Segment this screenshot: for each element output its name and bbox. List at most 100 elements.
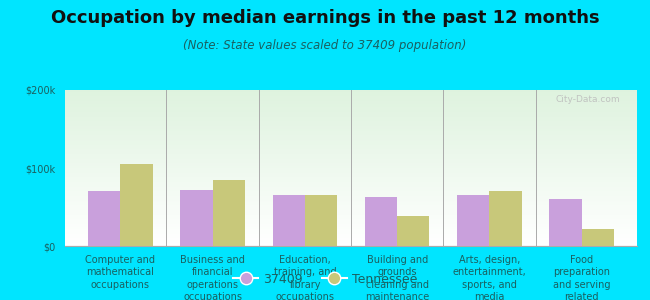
Bar: [65, 171, 637, 173]
Bar: [65, 154, 637, 155]
Bar: [65, 230, 637, 232]
Bar: [65, 226, 637, 227]
Bar: [65, 233, 637, 235]
Bar: [65, 138, 637, 140]
Bar: [65, 95, 637, 96]
Bar: [457, 195, 489, 246]
Bar: [65, 198, 637, 199]
Bar: [65, 176, 637, 177]
Bar: [65, 206, 637, 207]
Bar: [65, 201, 637, 202]
Bar: [65, 213, 637, 215]
Bar: [65, 191, 637, 193]
Bar: [65, 103, 637, 104]
Bar: [65, 179, 637, 181]
Bar: [65, 96, 637, 98]
Bar: [65, 130, 637, 132]
Bar: [65, 143, 637, 145]
Bar: [65, 132, 637, 134]
Bar: [65, 160, 637, 162]
Bar: [65, 232, 637, 233]
Bar: [65, 163, 637, 165]
Bar: [65, 123, 637, 124]
Bar: [65, 202, 637, 204]
Bar: [582, 229, 614, 246]
Bar: [65, 142, 637, 143]
Bar: [65, 118, 637, 120]
Bar: [65, 224, 637, 226]
Bar: [65, 112, 637, 113]
Bar: [65, 169, 637, 171]
Bar: [65, 128, 637, 129]
Bar: [65, 238, 637, 240]
Bar: [120, 164, 153, 246]
Bar: [365, 197, 397, 246]
Bar: [65, 104, 637, 106]
Bar: [65, 92, 637, 93]
Bar: [65, 157, 637, 159]
Bar: [65, 190, 637, 191]
Bar: [65, 165, 637, 166]
Bar: [65, 167, 637, 168]
Bar: [65, 227, 637, 229]
Bar: [65, 162, 637, 163]
Bar: [65, 184, 637, 185]
Bar: [65, 207, 637, 208]
Bar: [305, 195, 337, 246]
Bar: [65, 181, 637, 182]
Bar: [180, 190, 213, 246]
Bar: [65, 168, 637, 170]
Bar: [65, 199, 637, 201]
Bar: [65, 149, 637, 151]
Bar: [65, 98, 637, 99]
Bar: [65, 223, 637, 224]
Bar: [65, 106, 637, 107]
Bar: [489, 191, 522, 246]
Bar: [65, 145, 637, 146]
Bar: [65, 243, 637, 244]
Bar: [65, 126, 637, 128]
Bar: [65, 208, 637, 210]
Bar: [65, 113, 637, 115]
Bar: [65, 218, 637, 220]
Bar: [65, 110, 637, 112]
Bar: [65, 120, 637, 121]
Bar: [272, 195, 305, 246]
Bar: [65, 93, 637, 95]
Bar: [65, 129, 637, 130]
Bar: [65, 152, 637, 154]
Bar: [65, 229, 637, 230]
Bar: [65, 155, 637, 157]
Bar: [65, 134, 637, 135]
Bar: [397, 216, 430, 246]
Text: City-Data.com: City-Data.com: [555, 95, 620, 104]
Bar: [65, 187, 637, 188]
Bar: [65, 204, 637, 206]
Bar: [65, 148, 637, 149]
Bar: [549, 199, 582, 246]
Bar: [65, 221, 637, 223]
Text: (Note: State values scaled to 37409 population): (Note: State values scaled to 37409 popu…: [183, 39, 467, 52]
Bar: [65, 174, 637, 176]
Bar: [65, 196, 637, 198]
Bar: [65, 237, 637, 238]
Bar: [65, 210, 637, 212]
Bar: [65, 159, 637, 160]
Legend: 37409, Tennessee: 37409, Tennessee: [228, 268, 422, 291]
Text: Occupation by median earnings in the past 12 months: Occupation by median earnings in the pas…: [51, 9, 599, 27]
Bar: [65, 220, 637, 221]
Bar: [65, 109, 637, 110]
Bar: [65, 188, 637, 190]
Bar: [65, 137, 637, 138]
Bar: [65, 99, 637, 101]
Bar: [213, 180, 245, 246]
Bar: [65, 194, 637, 196]
Bar: [65, 241, 637, 243]
Bar: [65, 124, 637, 126]
Bar: [65, 182, 637, 184]
Bar: [65, 215, 637, 216]
Bar: [65, 216, 637, 218]
Bar: [65, 115, 637, 116]
Bar: [65, 107, 637, 109]
Bar: [65, 244, 637, 246]
